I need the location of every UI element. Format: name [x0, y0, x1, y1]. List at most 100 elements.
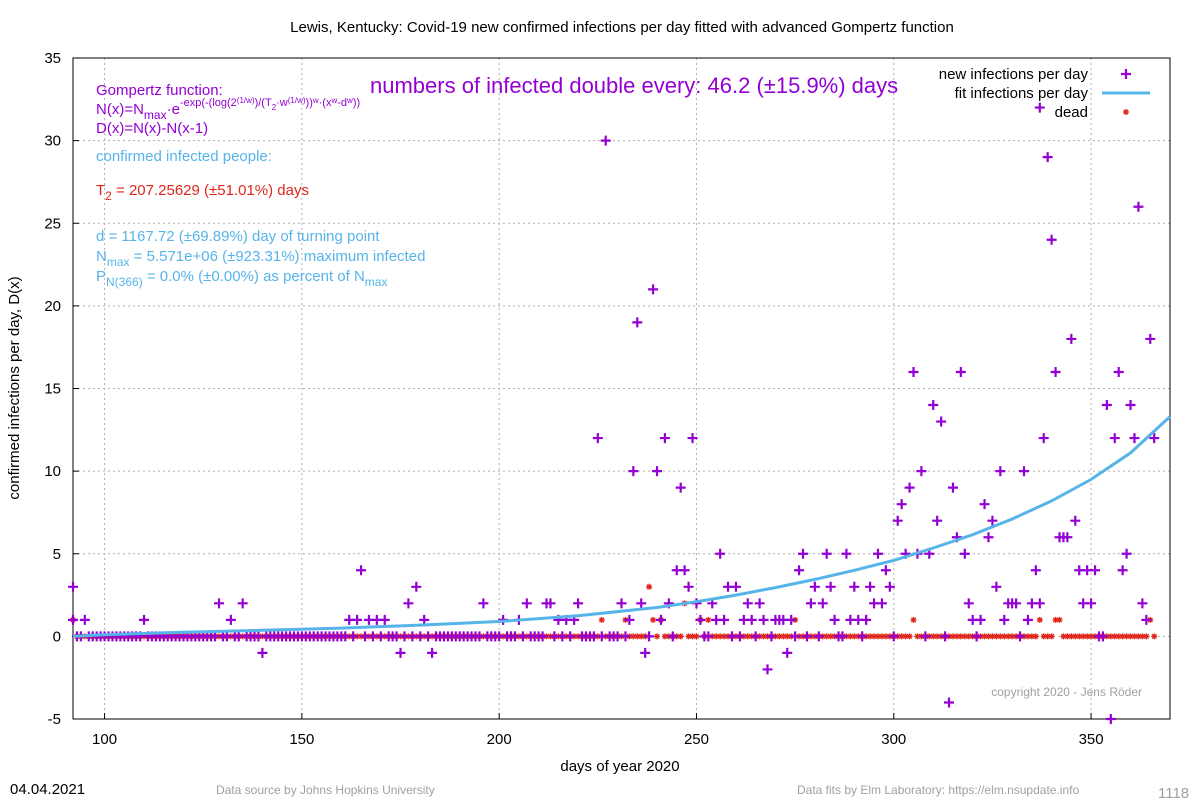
dead-point [1115, 633, 1122, 640]
infection-point [1137, 598, 1148, 609]
infection-point [782, 647, 793, 658]
dead-point [882, 633, 889, 640]
dead-point [685, 633, 692, 640]
infection-point [257, 647, 268, 658]
infection-point [872, 548, 883, 559]
infection-point [1038, 433, 1049, 444]
dead-point [1036, 616, 1043, 623]
dead-point [985, 633, 992, 640]
dead-point [1040, 633, 1047, 640]
dead-point [1048, 633, 1055, 640]
dead-point [874, 633, 881, 640]
dead-point [997, 633, 1004, 640]
infection-point [1105, 714, 1116, 724]
infection-point [237, 598, 248, 609]
infection-point [817, 598, 828, 609]
infection-point [849, 581, 860, 592]
infection-point [715, 548, 726, 559]
percent-of-nmax: PN(366) = 0.0% (±0.00%) as percent of Nm… [96, 268, 387, 289]
dead-point [871, 633, 878, 640]
dead-point [713, 633, 720, 640]
dead-point [689, 633, 696, 640]
infection-point [857, 631, 868, 642]
dead-point [1151, 633, 1158, 640]
infection-point [975, 614, 986, 625]
infection-point [675, 482, 686, 493]
infection-point [348, 631, 359, 642]
infection-point [920, 631, 931, 642]
infection-point [1034, 598, 1045, 609]
infection-point [225, 614, 236, 625]
infection-point [861, 614, 872, 625]
infection-point [762, 664, 773, 675]
dead-point [1135, 633, 1142, 640]
infection-point [892, 515, 903, 526]
nmax-value: Nmax = 5.571e+06 (±923.31%) maximum infe… [96, 248, 425, 269]
infection-point [1050, 366, 1061, 377]
dead-point [1119, 633, 1126, 640]
dead-point [1044, 633, 1051, 640]
infection-point [1145, 333, 1156, 344]
dead-point [776, 633, 783, 640]
infection-point [616, 598, 627, 609]
infection-point [963, 598, 974, 609]
dead-point [1005, 633, 1012, 640]
dead-point [1028, 633, 1035, 640]
infection-point [794, 565, 805, 576]
infection-point [979, 499, 990, 510]
infection-point [798, 548, 809, 559]
infection-point [1011, 598, 1022, 609]
infection-point [1030, 565, 1041, 576]
dead-point [906, 633, 913, 640]
axis-ticks: 100 150 200 250 300 350 -5 0 5 10 15 20 25 30 35 [44, 50, 1103, 748]
infection-point [655, 614, 666, 625]
x-tick-label: 350 [1079, 731, 1104, 748]
legend-label-fit: fit infections per day [955, 85, 1089, 102]
infection-point [683, 581, 694, 592]
infection-point [600, 135, 611, 146]
infection-point [427, 647, 438, 658]
legend-marker-infections [1121, 69, 1131, 79]
legend-label-infections: new infections per day [939, 66, 1089, 83]
dead-point [646, 583, 653, 590]
infection-point [1066, 333, 1077, 344]
dead-point [965, 633, 972, 640]
dead-point [914, 633, 921, 640]
dead-point [1088, 633, 1095, 640]
dead-point [989, 633, 996, 640]
dead-point [1001, 633, 1008, 640]
dead-point [780, 633, 787, 640]
dead-point [953, 633, 960, 640]
dead-point [1056, 616, 1063, 623]
x-tick-label: 250 [684, 731, 709, 748]
infection-point [478, 598, 489, 609]
infection-point [1046, 234, 1057, 245]
dead-point [1107, 633, 1114, 640]
infection-point [750, 631, 761, 642]
infection-point [801, 631, 812, 642]
infection-point [1101, 400, 1112, 411]
infection-point [1125, 400, 1136, 411]
infection-point [1117, 565, 1128, 576]
dead-point [993, 633, 1000, 640]
gompertz-title: Gompertz function: [96, 82, 223, 99]
dead-point [910, 616, 917, 623]
infection-point [1113, 366, 1124, 377]
dead-point [744, 633, 751, 640]
dead-point [760, 633, 767, 640]
infection-point [825, 581, 836, 592]
dead-point [1072, 633, 1079, 640]
footer-fits: Data fits by Elm Laboratory: https://elm… [797, 783, 1079, 797]
infection-point [1109, 433, 1120, 444]
infection-point [395, 647, 406, 658]
infection-point [214, 598, 225, 609]
infection-point [659, 433, 670, 444]
dead-point [1009, 633, 1016, 640]
infection-point [766, 631, 777, 642]
infection-point [1070, 515, 1081, 526]
infection-point [746, 614, 757, 625]
legend-dead-marker [1123, 109, 1129, 115]
infection-point [1042, 152, 1053, 163]
dead-point [654, 633, 661, 640]
infection-point [805, 598, 816, 609]
